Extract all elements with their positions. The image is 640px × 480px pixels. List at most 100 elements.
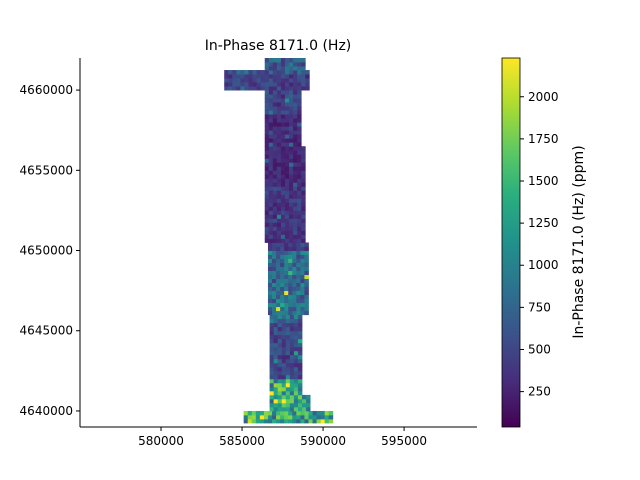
heatmap-cell	[296, 254, 301, 259]
heatmap-cell	[284, 306, 289, 312]
heatmap-cell	[272, 178, 278, 183]
heatmap-cell	[240, 78, 245, 83]
heatmap-cell	[276, 258, 281, 263]
heatmap-cell	[288, 298, 293, 304]
heatmap-cell	[281, 374, 287, 380]
heatmap-cell	[248, 82, 253, 87]
heatmap-cell	[281, 334, 287, 340]
heatmap-cell	[293, 214, 298, 219]
heatmap-cell	[277, 350, 283, 356]
heatmap-cell	[280, 118, 286, 123]
heatmap-cell	[280, 194, 286, 199]
heatmap-cell	[289, 74, 294, 79]
heatmap-cell	[268, 62, 274, 67]
heatmap-cell	[284, 138, 290, 143]
heatmap-cell	[293, 74, 298, 79]
heatmap-cell	[273, 398, 279, 404]
heatmap-cell	[255, 418, 261, 424]
heatmap-cell	[320, 418, 326, 424]
heatmap-cell	[297, 134, 302, 139]
heatmap-cell	[281, 406, 287, 412]
heatmap-cell	[284, 142, 290, 147]
heatmap-cell	[264, 174, 270, 179]
heatmap-cell	[297, 122, 302, 127]
heatmap-cell	[264, 202, 270, 207]
heatmap-cell	[268, 74, 274, 79]
heatmap-cell	[281, 314, 287, 320]
heatmap-cell	[264, 226, 270, 231]
heatmap-cell	[301, 190, 306, 195]
heatmap-cell	[264, 78, 270, 83]
heatmap-cell	[281, 362, 287, 368]
heatmap-cell	[289, 166, 294, 171]
heatmap-cell	[280, 186, 286, 191]
heatmap-cell	[264, 126, 270, 131]
heatmap-cell	[297, 198, 302, 203]
heatmap-cell	[272, 198, 278, 203]
heatmap-cell	[306, 406, 311, 412]
heatmap-cell	[300, 278, 305, 284]
heatmap-cell	[316, 418, 322, 424]
heatmap-cell	[284, 302, 289, 308]
heatmap-cell	[284, 226, 290, 231]
heatmap-cell	[284, 94, 290, 99]
heatmap-cell	[288, 410, 293, 416]
heatmap-cell	[280, 290, 285, 296]
heatmap-cell	[269, 366, 275, 372]
heatmap-cell	[264, 82, 270, 87]
heatmap-cell	[276, 174, 282, 179]
heatmap-cell	[284, 86, 290, 91]
heatmap-cell	[301, 70, 306, 75]
heatmap-cell	[293, 218, 298, 223]
heatmap-cell	[269, 402, 275, 408]
heatmap-cell	[268, 70, 274, 75]
heatmap-cell	[280, 222, 286, 227]
y-axis-ticks: 4640000 4645000 4650000 4655000 4660000	[20, 83, 80, 418]
heatmap-cell	[284, 130, 290, 135]
heatmap-cell	[269, 354, 275, 360]
heatmap-cell	[304, 258, 309, 263]
heatmap-cell	[276, 162, 282, 167]
heatmap-cell	[272, 162, 278, 167]
heatmap-cell	[273, 366, 279, 372]
heatmap-cell	[301, 82, 306, 87]
heatmap-cell	[272, 166, 278, 171]
heatmap-cell	[268, 186, 274, 191]
heatmap-cell	[272, 126, 278, 131]
heatmap-cell	[276, 222, 282, 227]
heatmap-cell	[285, 350, 291, 356]
heatmap-cell	[289, 230, 294, 235]
heatmap-cell	[281, 390, 287, 396]
heatmap-cell	[269, 358, 275, 364]
heatmap-cell	[293, 398, 299, 404]
heatmap-cell	[301, 226, 306, 231]
heatmap-cell	[293, 94, 298, 99]
heatmap-cell	[236, 78, 241, 83]
heatmap-cell	[296, 306, 301, 312]
heatmap-cell	[296, 278, 301, 284]
heatmap-cell	[293, 226, 298, 231]
heatmap-cell	[273, 386, 279, 392]
heatmap-cell	[268, 202, 274, 207]
heatmap-cell	[272, 274, 277, 279]
heatmap-cell	[297, 370, 303, 376]
heatmap-cell	[304, 250, 309, 255]
colorbar-tick-label: 1000	[528, 258, 559, 272]
heatmap-cell	[276, 302, 281, 308]
heatmap-cell	[320, 410, 326, 416]
heatmap-cell	[289, 322, 295, 328]
heatmap-cell	[277, 406, 283, 412]
heatmap-cell	[297, 86, 302, 91]
heatmap-cell	[276, 190, 282, 195]
heatmap-cell	[300, 302, 305, 308]
heatmap-cell	[297, 154, 302, 159]
heatmap-cell	[288, 418, 293, 424]
heatmap-cell	[293, 122, 298, 127]
heatmap-cell	[268, 218, 274, 223]
heatmap-cell	[280, 138, 286, 143]
heatmap-cell	[293, 86, 298, 91]
heatmap-cell	[281, 350, 287, 356]
heatmap-cell	[289, 314, 295, 320]
heatmap-cell	[293, 202, 298, 207]
heatmap-cell	[297, 102, 302, 107]
